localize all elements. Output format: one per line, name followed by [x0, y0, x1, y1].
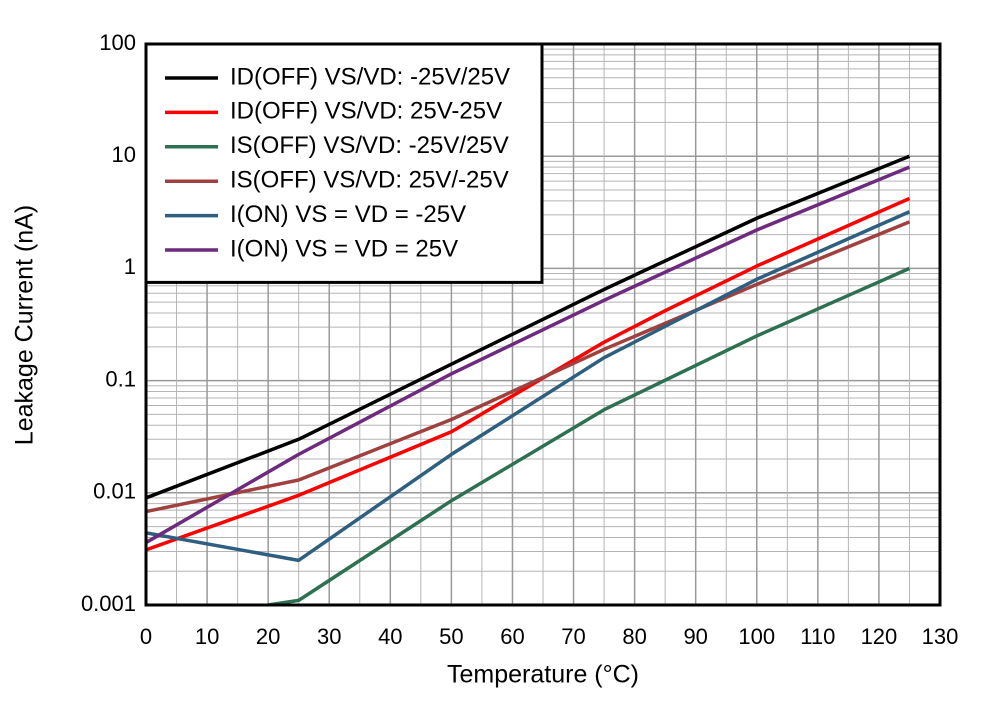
y-axis-label: Leakage Current (nA): [11, 205, 39, 445]
x-tick-label: 0: [140, 624, 152, 649]
x-tick-label: 60: [500, 624, 524, 649]
x-tick-label: 50: [439, 624, 463, 649]
legend-label: ID(OFF) VS/VD: 25V-25V: [230, 98, 502, 125]
y-tick-label: 10: [112, 142, 136, 167]
y-tick-label: 0.01: [93, 479, 136, 504]
y-tick-label: 0.001: [81, 591, 136, 616]
x-tick-label: 10: [195, 624, 219, 649]
y-tick-label: 1: [124, 254, 136, 279]
legend-label: IS(OFF) VS/VD: 25V/-25V: [230, 167, 509, 194]
series-line: [146, 154, 911, 500]
series-lines: [146, 154, 911, 605]
x-axis-label: Temperature (°C): [447, 661, 639, 689]
x-tick-label: 30: [317, 624, 341, 649]
legend-box: [144, 42, 544, 284]
y-tick-label: 0.1: [105, 366, 136, 391]
y-tick-label: 100: [99, 30, 136, 55]
series-line: [146, 210, 911, 563]
x-tick-label: 20: [256, 624, 280, 649]
x-tick-label: 130: [922, 624, 959, 649]
series-line: [146, 165, 911, 545]
legend-label: I(ON) VS = VD = -25V: [230, 201, 466, 228]
legend-label: IS(OFF) VS/VD: -25V/25V: [230, 132, 509, 159]
x-tick-label: 80: [622, 624, 646, 649]
legend-label: I(ON) VS = VD = 25V: [230, 235, 458, 262]
x-tick-label: 120: [861, 624, 898, 649]
legend: ID(OFF) VS/VD: -25V/25V ID(OFF) VS/VD: 25…: [144, 42, 544, 284]
x-tick-label: 40: [378, 624, 402, 649]
legend-label: ID(OFF) VS/VD: -25V/25V: [230, 63, 510, 90]
series-line: [146, 196, 911, 552]
x-tick-label: 110: [800, 624, 835, 649]
series-line: [267, 266, 911, 605]
x-tick-label: 100: [738, 624, 775, 649]
x-tick-label: 90: [683, 624, 707, 649]
x-tick-label: 70: [561, 624, 585, 649]
series-line: [146, 220, 911, 514]
